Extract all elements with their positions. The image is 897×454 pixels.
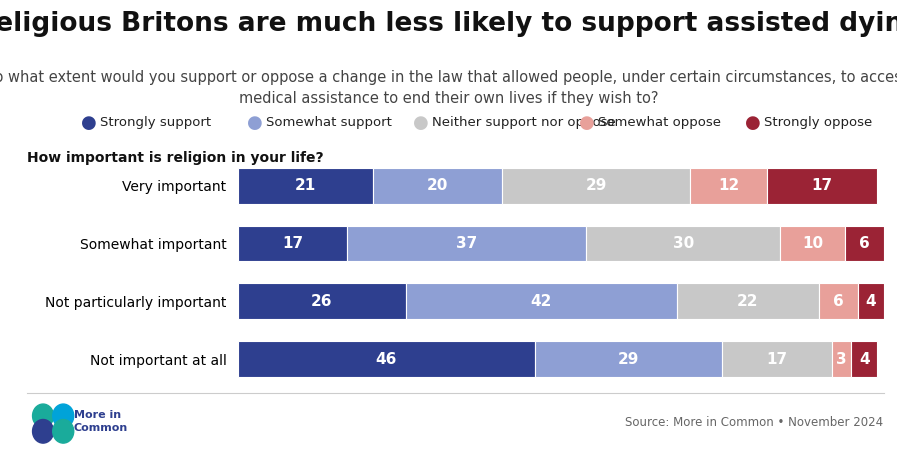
Bar <box>722 341 832 377</box>
Bar <box>502 168 690 203</box>
Bar <box>858 283 884 319</box>
Text: ●: ● <box>81 114 97 132</box>
Text: 30: 30 <box>673 236 694 251</box>
Text: 12: 12 <box>718 178 739 193</box>
Text: ●: ● <box>579 114 595 132</box>
Bar <box>587 226 780 262</box>
Bar <box>832 341 851 377</box>
Text: 29: 29 <box>618 352 640 367</box>
Text: ●: ● <box>745 114 761 132</box>
Text: How important is religion in your life?: How important is religion in your life? <box>27 151 324 165</box>
Text: To what extent would you support or oppose a change in the law that allowed peop: To what extent would you support or oppo… <box>0 70 897 106</box>
Circle shape <box>32 404 54 428</box>
Bar <box>819 283 858 319</box>
Bar <box>767 168 877 203</box>
Bar <box>405 283 677 319</box>
Circle shape <box>53 419 74 443</box>
Text: 29: 29 <box>586 178 607 193</box>
Text: 37: 37 <box>457 236 477 251</box>
Text: 6: 6 <box>858 236 869 251</box>
Circle shape <box>53 404 74 428</box>
Bar <box>238 168 373 203</box>
Text: Strongly support: Strongly support <box>100 116 212 129</box>
Text: 22: 22 <box>737 294 759 309</box>
Text: 10: 10 <box>802 236 823 251</box>
Text: 17: 17 <box>766 352 788 367</box>
Bar <box>535 341 722 377</box>
Text: Religious Britons are much less likely to support assisted dying: Religious Britons are much less likely t… <box>0 11 897 37</box>
Text: 20: 20 <box>427 178 448 193</box>
Text: 42: 42 <box>530 294 552 309</box>
Bar <box>238 341 535 377</box>
Text: 4: 4 <box>858 352 869 367</box>
Bar <box>238 283 405 319</box>
Text: 21: 21 <box>295 178 316 193</box>
Bar <box>851 341 877 377</box>
Bar <box>780 226 845 262</box>
Text: 3: 3 <box>836 352 847 367</box>
Text: ●: ● <box>247 114 263 132</box>
Bar <box>845 226 884 262</box>
Text: More in
Common: More in Common <box>74 410 127 433</box>
Text: 17: 17 <box>282 236 303 251</box>
Text: 26: 26 <box>311 294 333 309</box>
Text: 46: 46 <box>376 352 397 367</box>
Bar <box>677 283 819 319</box>
Text: Strongly oppose: Strongly oppose <box>764 116 873 129</box>
Text: 4: 4 <box>866 294 876 309</box>
Bar <box>238 226 347 262</box>
Text: Somewhat support: Somewhat support <box>266 116 392 129</box>
Text: ●: ● <box>413 114 429 132</box>
Text: 17: 17 <box>812 178 832 193</box>
Text: 6: 6 <box>833 294 844 309</box>
Bar <box>690 168 767 203</box>
Text: Source: More in Common • November 2024: Source: More in Common • November 2024 <box>625 416 884 429</box>
Bar <box>373 168 502 203</box>
Text: Somewhat oppose: Somewhat oppose <box>598 116 721 129</box>
Text: Neither support nor oppose: Neither support nor oppose <box>432 116 616 129</box>
Bar <box>347 226 587 262</box>
Circle shape <box>32 419 54 443</box>
